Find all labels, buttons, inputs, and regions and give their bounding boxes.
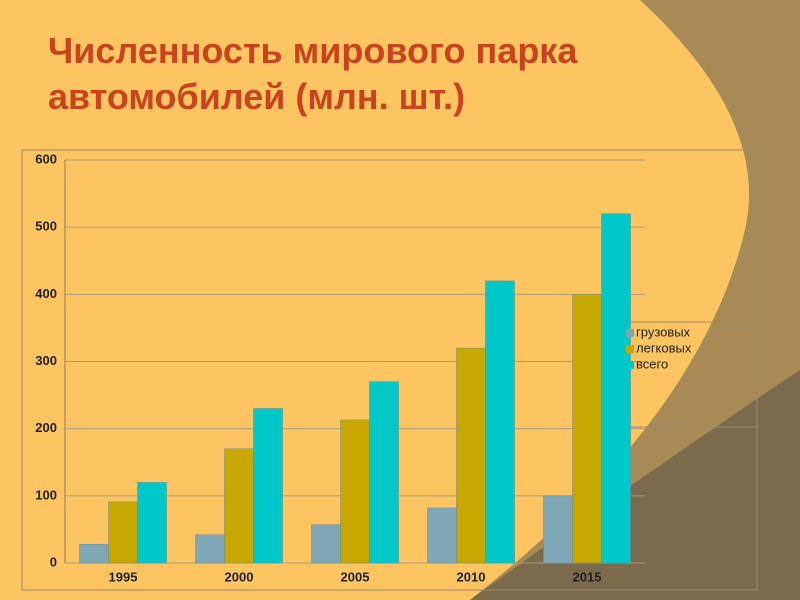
legend-swatch [626, 361, 634, 369]
bar [340, 419, 370, 564]
y-tick-label: 600 [35, 151, 57, 166]
bar [79, 543, 109, 564]
legend-label: всего [636, 356, 668, 371]
x-tick-label: 2010 [457, 569, 486, 584]
y-tick-label: 500 [35, 219, 57, 234]
x-tick-label: 1995 [109, 569, 138, 584]
y-tick-label: 100 [35, 487, 57, 502]
bar [224, 448, 254, 564]
bar [195, 534, 225, 564]
x-tick-label: 2015 [573, 569, 602, 584]
legend-label: легковых [636, 340, 692, 355]
y-tick-label: 300 [35, 353, 57, 368]
bar [601, 213, 631, 564]
y-tick-label: 400 [35, 286, 57, 301]
bar [108, 501, 138, 564]
bar [485, 280, 515, 564]
x-tick-label: 2005 [341, 569, 370, 584]
y-tick-label: 0 [50, 554, 57, 569]
bar [456, 347, 486, 564]
bar [543, 495, 573, 564]
chart-title: Численность мирового парка автомобилей (… [48, 30, 578, 117]
bar [572, 294, 602, 564]
bar [253, 408, 283, 564]
bar [137, 482, 167, 564]
legend-swatch [626, 345, 634, 353]
y-tick-label: 200 [35, 420, 57, 435]
legend-label: грузовых [636, 324, 691, 339]
bar [427, 507, 457, 564]
bar [311, 524, 341, 564]
legend-swatch [626, 329, 634, 337]
bar [369, 381, 399, 564]
decoration [470, 370, 800, 600]
x-tick-label: 2000 [225, 569, 254, 584]
